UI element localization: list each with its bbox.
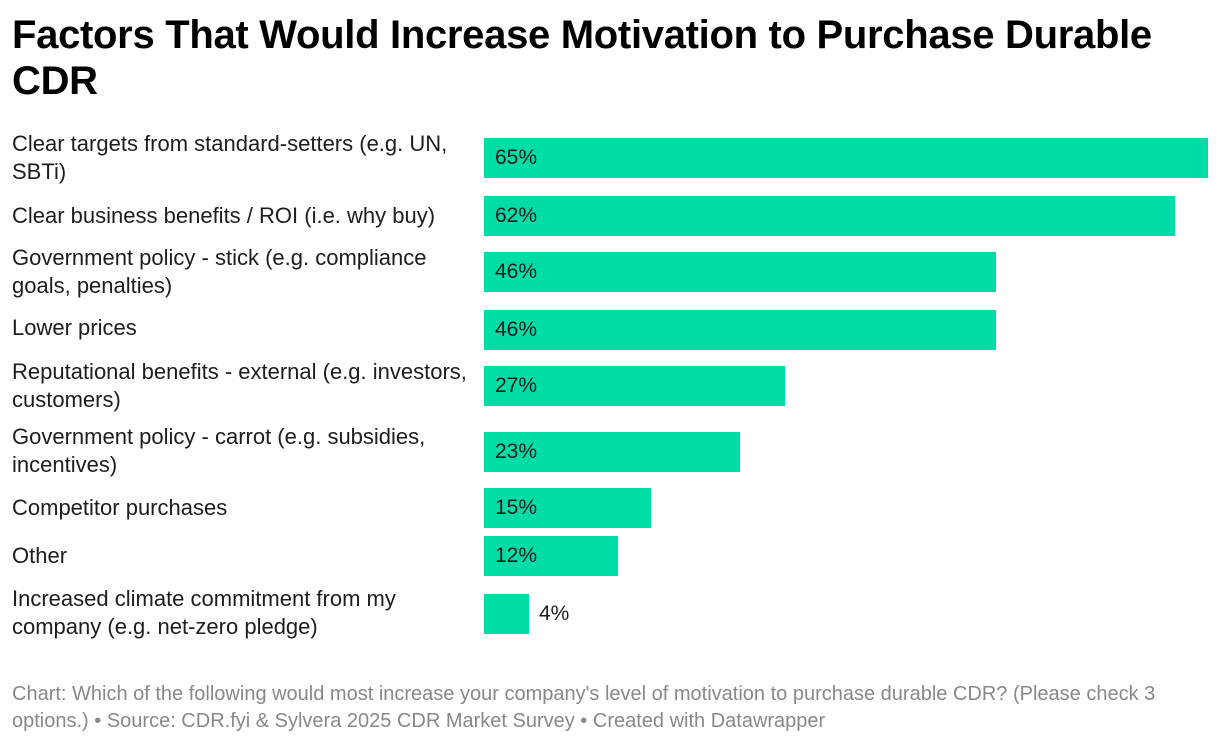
chart-title: Factors That Would Increase Motivation t… bbox=[12, 13, 1152, 103]
value-label: 4% bbox=[539, 602, 570, 625]
value-label: 65% bbox=[495, 146, 538, 169]
bar bbox=[484, 488, 651, 528]
value-label: 62% bbox=[495, 204, 538, 227]
category-label: Reputational benefits - external (e.g. i… bbox=[12, 359, 467, 412]
category-label: Clear business benefits / ROI (i.e. why … bbox=[12, 203, 436, 228]
bar bbox=[484, 310, 996, 350]
value-label: 12% bbox=[495, 544, 538, 567]
category-label: Increased climate commitment from my com… bbox=[12, 586, 396, 639]
category-label: Government policy - stick (e.g. complian… bbox=[12, 245, 427, 298]
category-label: Clear targets from standard-setters (e.g… bbox=[12, 131, 448, 184]
category-label: Competitor purchases bbox=[12, 495, 228, 520]
bar bbox=[484, 252, 996, 292]
category-label: Lower prices bbox=[12, 315, 137, 340]
bar bbox=[484, 366, 785, 406]
bar bbox=[484, 594, 529, 634]
bar bbox=[484, 432, 740, 472]
value-label: 46% bbox=[495, 260, 538, 283]
category-label: Government policy - carrot (e.g. subsidi… bbox=[12, 424, 426, 477]
bar bbox=[484, 196, 1175, 236]
category-label: Other bbox=[12, 543, 68, 568]
value-label: 46% bbox=[495, 318, 538, 341]
bar bbox=[484, 138, 1208, 178]
value-label: 27% bbox=[495, 374, 538, 397]
value-label: 15% bbox=[495, 496, 538, 519]
bar bbox=[484, 536, 618, 576]
chart-footer: Chart: Which of the following would most… bbox=[12, 683, 1156, 732]
value-label: 23% bbox=[495, 440, 538, 463]
